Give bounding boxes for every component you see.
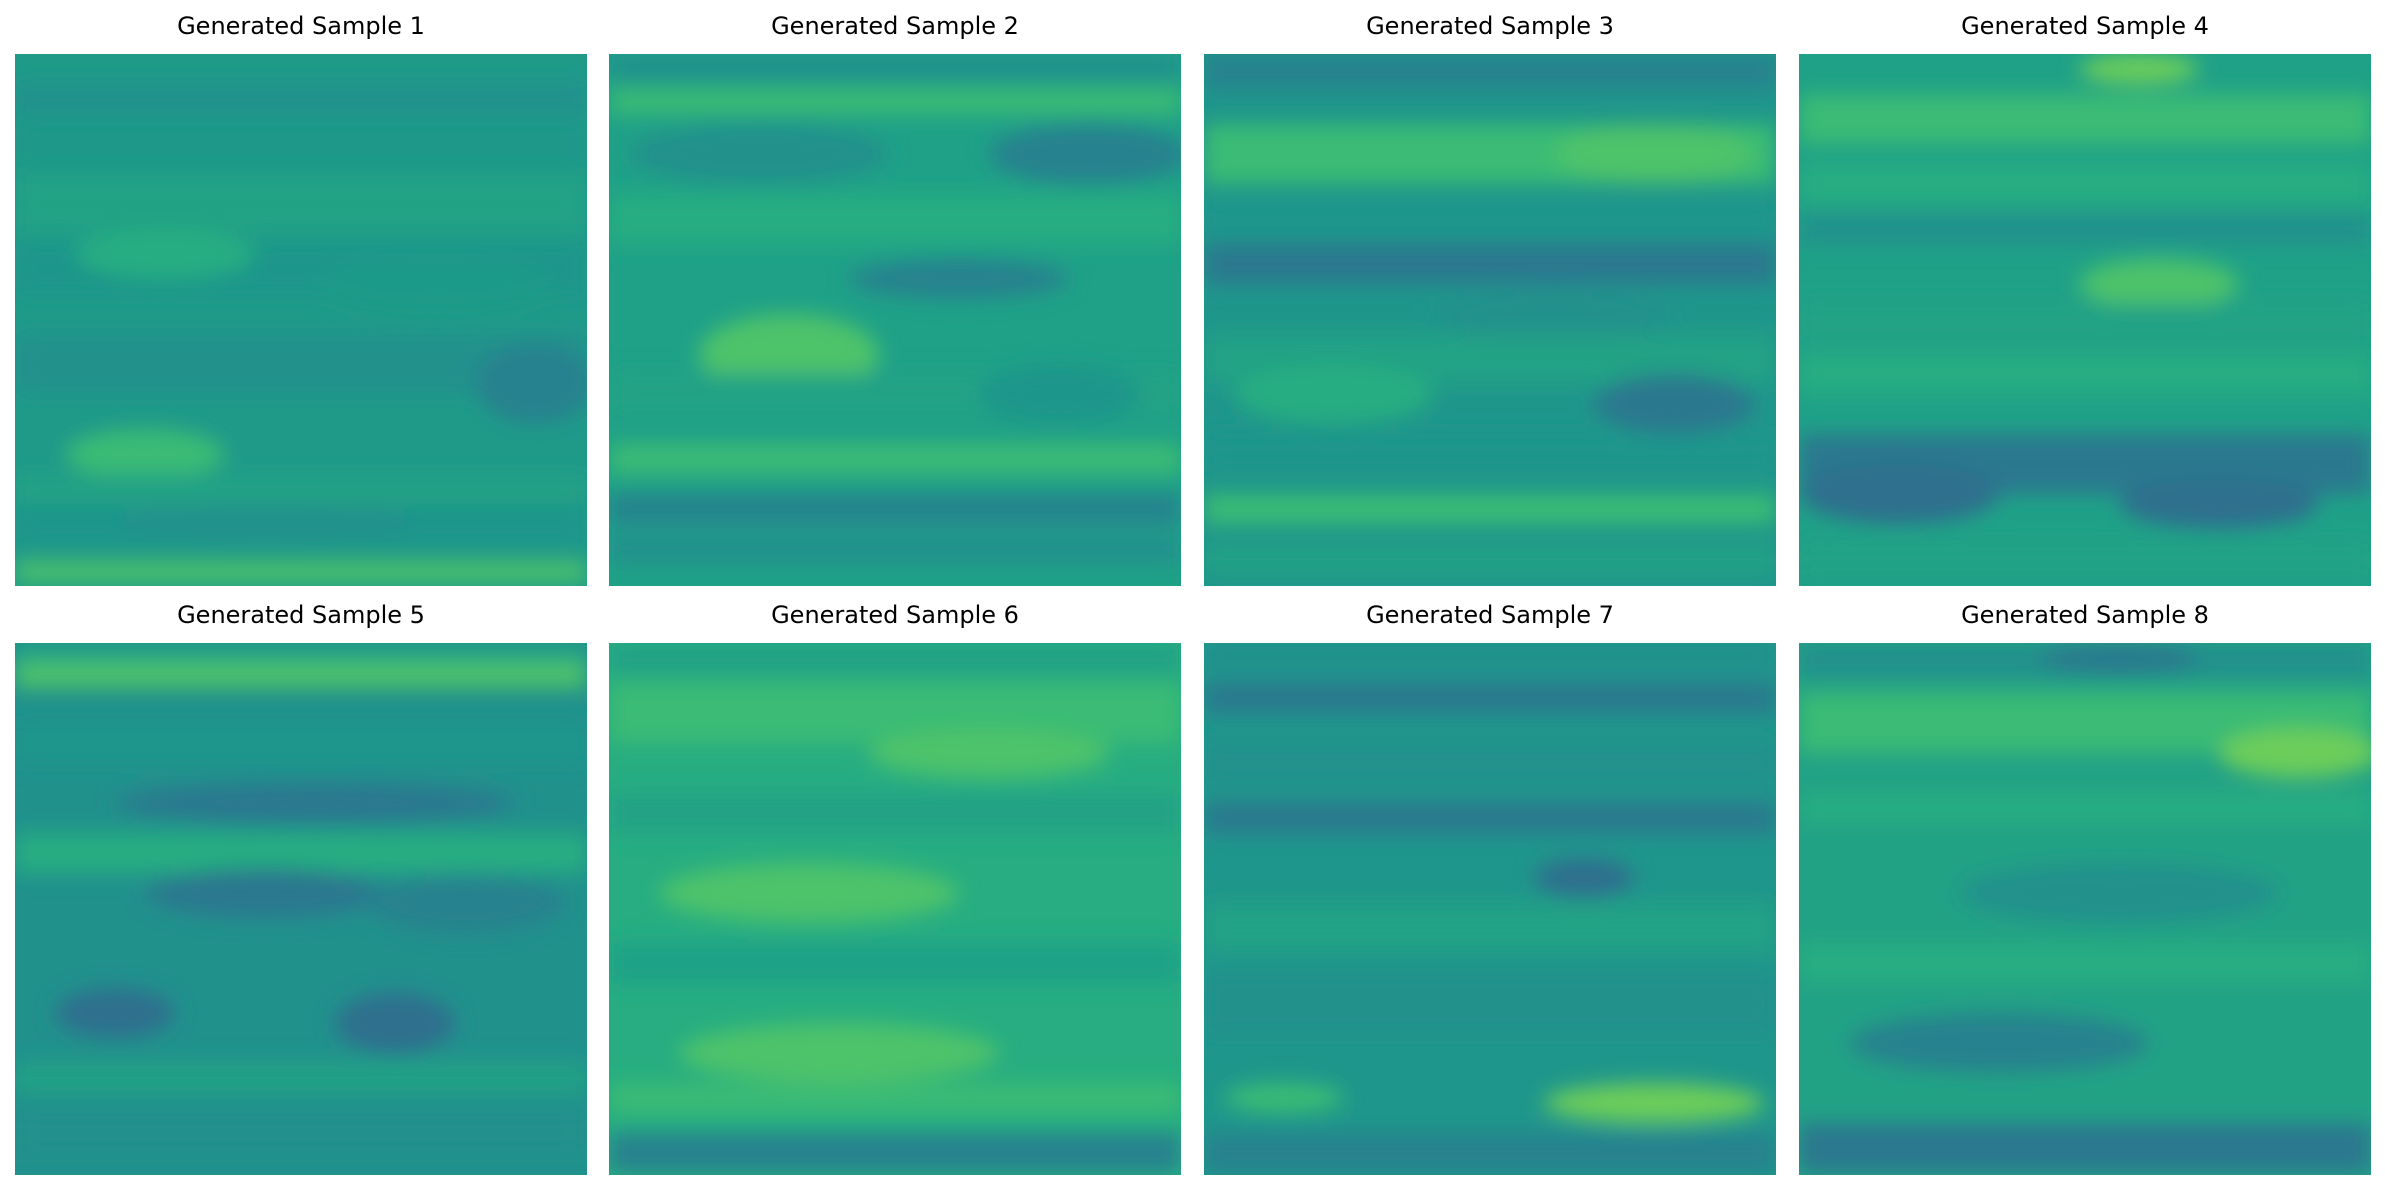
sample-image [15, 643, 587, 1175]
panel-title: Generated Sample 2 [771, 12, 1019, 40]
panel-title: Generated Sample 8 [1961, 601, 2209, 629]
sample-image [15, 54, 587, 586]
panel-title: Generated Sample 6 [771, 601, 1019, 629]
panel-title: Generated Sample 7 [1366, 601, 1614, 629]
sample-image [1204, 54, 1776, 586]
sample-image [1204, 643, 1776, 1175]
panel-title: Generated Sample 1 [177, 12, 425, 40]
sample-image [609, 643, 1181, 1175]
sample-image [1799, 643, 2371, 1175]
panel-title: Generated Sample 4 [1961, 12, 2209, 40]
sample-image [609, 54, 1181, 586]
sample-image [1799, 54, 2371, 586]
panel-title: Generated Sample 5 [177, 601, 425, 629]
panel-title: Generated Sample 3 [1366, 12, 1614, 40]
